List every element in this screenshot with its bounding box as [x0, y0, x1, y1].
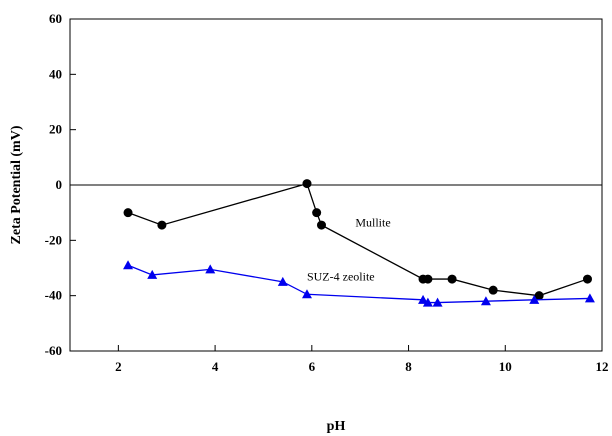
- mullite-point: [423, 274, 433, 284]
- x-tick-label: 6: [309, 359, 316, 374]
- axes: -60 -40 -20 0 20 40 60 2 4 6 8 10 12: [45, 11, 609, 374]
- suz-4-zeolite-point: [529, 294, 540, 304]
- suz-4-zeolite-point: [422, 297, 433, 307]
- mullite-point: [488, 285, 498, 295]
- suz-4-zeolite-point: [432, 297, 443, 307]
- mullite-point: [302, 179, 312, 189]
- suz-4-zeolite-point: [123, 260, 134, 270]
- y-tick-label: -20: [45, 232, 62, 247]
- y-tick-label: 0: [56, 177, 63, 192]
- suz-4-zeolite-point: [277, 276, 288, 286]
- y-tick-label: -60: [45, 343, 62, 358]
- y-tick-label: 20: [49, 122, 62, 137]
- mullite-point: [157, 220, 167, 230]
- x-tick-label: 4: [212, 359, 219, 374]
- x-tick-label: 10: [499, 359, 512, 374]
- series-layer: [123, 179, 595, 307]
- suz-4-zeolite-point: [301, 289, 312, 299]
- y-axis-title: Zeta Potential (mV): [9, 125, 24, 244]
- suz-4-zeolite-point: [480, 296, 491, 306]
- x-axis-title: pH: [327, 419, 346, 434]
- suz-4-zeolite-point: [205, 264, 216, 274]
- suz-4-zeolite-point: [418, 294, 429, 304]
- mullite-point: [316, 220, 326, 230]
- y-tick-label: 60: [49, 11, 62, 26]
- mullite-point: [582, 274, 592, 284]
- mullite-point: [123, 208, 133, 218]
- mullite-point: [534, 291, 544, 301]
- annotation-layer: Mullite SUZ-4 zeolite: [307, 216, 391, 284]
- mullite-point: [312, 208, 322, 218]
- y-tick-label: 40: [49, 66, 62, 81]
- suz-4-zeolite-point: [147, 269, 158, 279]
- y-tick-label: -40: [45, 288, 62, 303]
- mullite-point: [447, 274, 457, 284]
- x-tick-label: 12: [596, 359, 609, 374]
- series-annotation: Mullite: [355, 216, 390, 230]
- x-tick-label: 8: [405, 359, 412, 374]
- suz-4-zeolite-point: [584, 293, 595, 303]
- x-tick-label: 2: [115, 359, 122, 374]
- series-annotation: SUZ-4 zeolite: [307, 269, 375, 283]
